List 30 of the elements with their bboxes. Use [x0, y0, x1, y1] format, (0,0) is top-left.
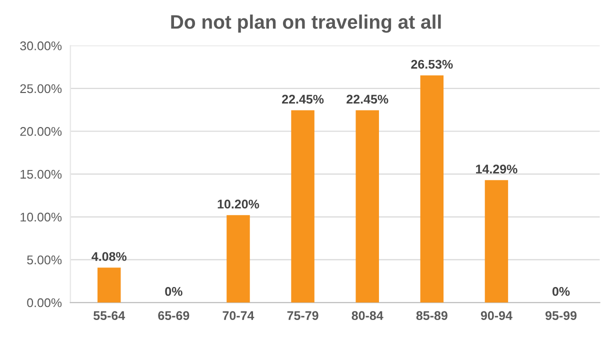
bar [226, 215, 250, 303]
data-label: 14.29% [476, 164, 518, 174]
x-tick-label: 70-74 [222, 311, 254, 320]
x-tick-label: 95-99 [545, 311, 577, 320]
y-tick-label: 30.00% [20, 41, 62, 50]
data-label: 0% [552, 287, 570, 296]
data-label: 26.53% [411, 60, 453, 69]
y-tick-label: 10.00% [20, 212, 62, 222]
data-label: 22.45% [282, 94, 324, 104]
data-label: 4.08% [92, 252, 127, 261]
bar [356, 110, 379, 303]
bar [97, 268, 121, 303]
x-tick-label: 65-69 [158, 311, 190, 320]
bar [291, 110, 314, 303]
y-tick-label: 0.00% [27, 298, 62, 308]
x-tick-label: 55-64 [94, 311, 126, 320]
data-label: 0% [165, 287, 182, 296]
data-label: 10.20% [218, 200, 260, 209]
chart-title: Do not plan on traveling at all [171, 14, 441, 33]
y-tick-label: 15.00% [20, 170, 62, 179]
y-tick-label: 25.00% [20, 84, 62, 94]
y-tick-label: 20.00% [20, 127, 62, 136]
x-tick-label: 90-94 [480, 311, 512, 320]
data-label: 22.45% [346, 94, 388, 104]
x-tick-label: 85-89 [416, 311, 448, 320]
x-tick-label: 80-84 [352, 311, 384, 320]
bar [484, 180, 508, 303]
y-tick-label: 5.00% [27, 255, 62, 264]
bar [420, 75, 444, 303]
x-tick-label: 75-79 [287, 311, 318, 320]
